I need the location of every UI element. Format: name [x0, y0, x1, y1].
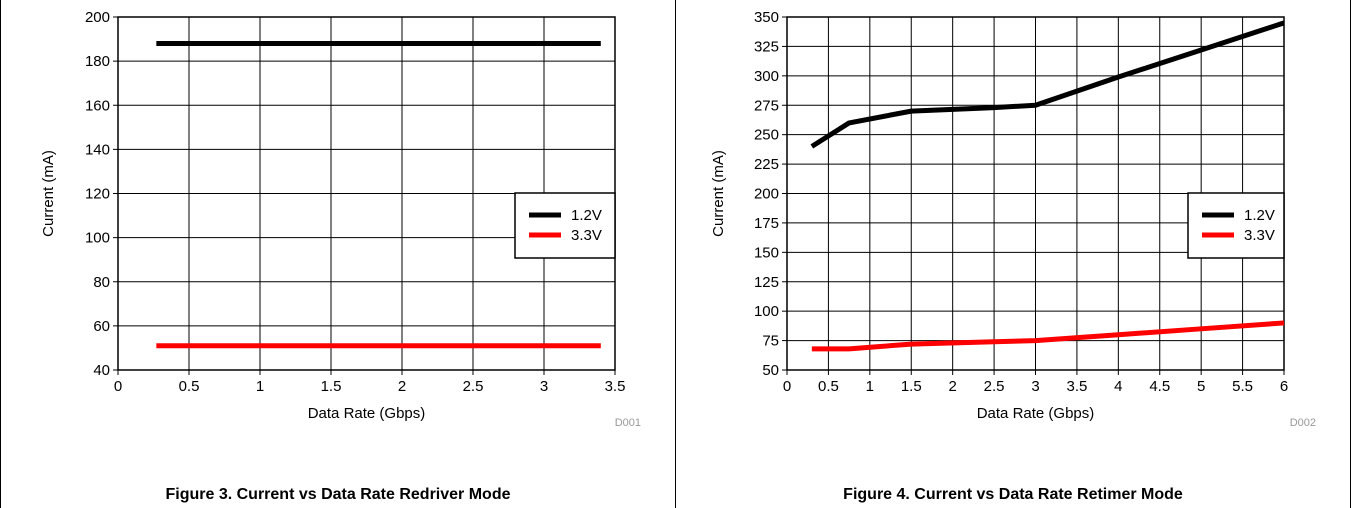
x-tick-label: 0 [783, 378, 791, 395]
x-tick-label: 5 [1197, 378, 1205, 395]
y-tick-label: 160 [85, 97, 110, 114]
x-tick-label: 6 [1280, 378, 1288, 395]
x-tick-label: 4 [1114, 378, 1122, 395]
x-tick-label: 4.5 [1149, 378, 1170, 395]
x-tick-label: 1 [866, 378, 874, 395]
y-tick-label: 140 [85, 141, 110, 158]
chart-panel-redriver: 0 0.5 1 1.5 2 2.5 3 3.5 40 60 80 100 120 140 160 180 200… [0, 0, 676, 508]
x-tick-label: 1.5 [321, 378, 342, 395]
x-tick-label: 2 [398, 378, 406, 395]
chart-panel-retimer: 0 0.5 1 1.5 2 2.5 3 3.5 4 4.5 5 5.5 6 50 75 100 125 150 17… [676, 0, 1351, 508]
y-tick-label: 200 [754, 186, 779, 203]
figure-code: D001 [615, 417, 641, 429]
y-axis-label: Current (mA) [710, 150, 727, 237]
x-tick-label: 2.5 [984, 378, 1005, 395]
x-tick-label: 1.5 [901, 378, 922, 395]
legend-label: 3.3V [1244, 227, 1275, 244]
x-tick-label: 3.5 [1066, 378, 1087, 395]
legend-box [1187, 192, 1285, 259]
x-tick-label: 3.5 [605, 378, 626, 395]
series-line-1-2v [810, 20, 1285, 149]
legend-label: 3.3V [571, 227, 602, 244]
y-tick-label: 75 [762, 333, 779, 350]
y-tick-label: 50 [762, 362, 779, 379]
y-tick-label: 300 [754, 68, 779, 85]
x-tick-label: 5.5 [1232, 378, 1253, 395]
x-tick-label: 0.5 [818, 378, 839, 395]
x-axis-label: Data Rate (Gbps) [308, 405, 426, 422]
y-tick-label: 125 [754, 274, 779, 291]
y-tick-label: 225 [754, 156, 779, 173]
chart-redriver: 0 0.5 1 1.5 2 2.5 3 3.5 40 60 80 100 120 140 160 180 200… [40, 9, 641, 429]
y-tick-label: 350 [754, 9, 779, 26]
y-tick-label: 150 [754, 244, 779, 261]
x-tick-label: 0 [114, 378, 122, 395]
x-tick-label: 3 [540, 378, 548, 395]
y-tick-label: 325 [754, 38, 779, 55]
y-tick-label: 40 [93, 362, 110, 379]
legend-label: 1.2V [1244, 207, 1275, 224]
y-tick-label: 100 [85, 230, 110, 247]
y-tick-label: 60 [93, 318, 110, 335]
legend-box [514, 192, 616, 259]
figure-code: D002 [1290, 417, 1316, 429]
x-tick-label: 3 [1031, 378, 1039, 395]
x-tick-label: 1 [256, 378, 264, 395]
y-tick-label: 275 [754, 97, 779, 114]
y-tick-label: 200 [85, 9, 110, 26]
y-tick-label: 120 [85, 186, 110, 203]
y-tick-label: 250 [754, 127, 779, 144]
x-axis-label: Data Rate (Gbps) [977, 405, 1095, 422]
chart-retimer: 0 0.5 1 1.5 2 2.5 3 3.5 4 4.5 5 5.5 6 50 75 100 125 150 17… [710, 9, 1316, 429]
series-line-3-3v [811, 320, 1285, 352]
figure-caption-3: Figure 3. Current vs Data Rate Redriver … [165, 486, 511, 503]
y-axis-label: Current (mA) [40, 150, 57, 237]
figure-caption-4: Figure 4. Current vs Data Rate Retimer M… [843, 486, 1183, 503]
y-tick-label: 180 [85, 53, 110, 70]
y-tick-label: 100 [754, 303, 779, 320]
legend-label: 1.2V [571, 207, 602, 224]
y-tick-label: 175 [754, 215, 779, 232]
x-tick-label: 2.5 [463, 378, 484, 395]
x-tick-label: 2 [948, 378, 956, 395]
x-tick-label: 0.5 [179, 378, 200, 395]
y-tick-label: 80 [93, 274, 110, 291]
